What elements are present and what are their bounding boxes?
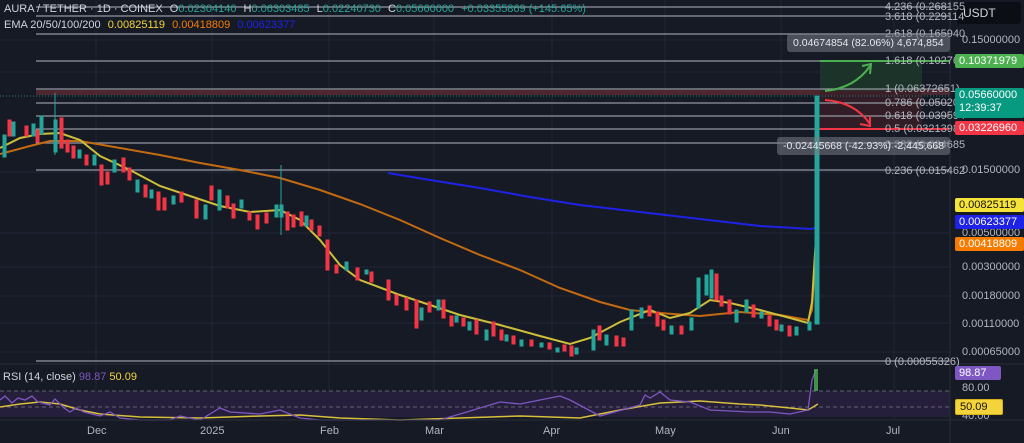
ema50-price-tag: 0.00418809 [955,237,1024,251]
open-label: O [169,3,179,15]
time-label-jun: Jun [772,425,790,437]
ema50-line [0,140,817,322]
time-label-jul: Jul [886,425,901,437]
ema200-value: 0.00623377 [237,19,296,31]
time-label-may: May [655,425,676,437]
ema-label: EMA 20/50/100/200 [4,19,101,31]
time-label-apr: Apr [543,425,561,437]
fib-label-1618: 1.618 (0.102767 [885,55,966,67]
rsi-tick-80: 80.00 [962,382,990,394]
close-value: 0.05660000 [395,3,455,15]
fib-label-0786: 0.786 (0.050207 [885,97,966,109]
currency-selector[interactable]: USDT [957,2,1021,24]
price-tick: 0.00500000 [962,227,1021,239]
ema200-line [387,172,819,231]
high-value: 0.06303485 [251,3,310,15]
ema20-value: 0.00825119 [107,19,166,31]
low-label: L [316,3,323,15]
low-value: 0.02240730 [322,3,381,15]
fib-label-4236: 4.236 (0.268155 [885,1,966,13]
rsi-line [0,369,817,421]
rsi-ma-value-tag: 50.09 [955,399,1003,415]
time-label-feb: Feb [320,425,339,437]
time-label-dec: Dec [87,425,107,437]
rsi-value-tag: 98.87 [955,366,1001,380]
last-price-tag: 0.05660000 12:39:37 [955,88,1024,118]
price-tick: 0.01500000 [962,164,1021,176]
symbol-title: AURA / TETHER · 1D · COINEX [4,3,163,15]
measure-down-label[interactable]: -0.02445668 (-42.93%) -2,445,668 [777,137,951,155]
measure-up-label[interactable]: 0.04674854 (82.06%) 4,674,854 [787,34,950,52]
fib-label-0: 0 (0.00055326) [885,356,960,368]
time-label-mar: Mar [425,425,444,437]
rsi-value: 98.87 [78,371,107,383]
rsi-legend[interactable]: RSI (14, close) 98.87 50.09 [3,371,137,383]
fib-label-0618: 0.618 (0.039594 [885,110,966,122]
open-value: 0.02304140 [178,3,237,15]
price-tick: 0.00065000 [962,346,1021,358]
candlesticks [2,93,820,357]
change-value: +0.03355869 (+145.65%) [461,3,586,15]
price-tick: 0.00110000 [962,318,1020,330]
time-label-2025: 2025 [200,425,225,437]
fib-label-05: 0.5 (0.03213988 [885,123,966,135]
rsi-ma-value: 50.09 [109,371,137,383]
fib-label-0236: 0.236 (0.015462 [885,165,966,177]
stop-price-tag: 0.03226960 [955,121,1024,135]
fib-zone-1 [36,90,950,95]
price-tick: 0.00300000 [962,261,1021,273]
high-label: H [243,3,252,15]
rsi-label: RSI (14, close) [3,371,76,383]
fib-label-3618: 3.618 (0.229114 [885,11,965,23]
last-price-value: 0.05660000 [959,89,1018,101]
fib-label-1: 1 (0.06372651) [885,83,960,95]
target-price-tag: 0.10371979 [955,54,1024,68]
rsi-band [0,391,950,417]
rsi-overbought-fill [814,369,818,391]
grid-lines [0,0,950,420]
ema50-value: 0.00418809 [172,19,231,31]
candle-countdown: 12:39:37 [959,102,1002,114]
ema-legend[interactable]: EMA 20/50/100/200 0.00825119 0.00418809 … [4,19,299,31]
price-tick: 0.15000000 [962,34,1021,46]
price-tick: 0.00180000 [962,290,1021,302]
ema200-price-tag: 0.00623377 [955,215,1024,229]
ema20-price-tag: 0.00825119 [955,198,1024,212]
close-label: C [387,3,396,15]
symbol-legend[interactable]: AURA / TETHER · 1D · COINEX O0.02304140 … [4,3,590,15]
